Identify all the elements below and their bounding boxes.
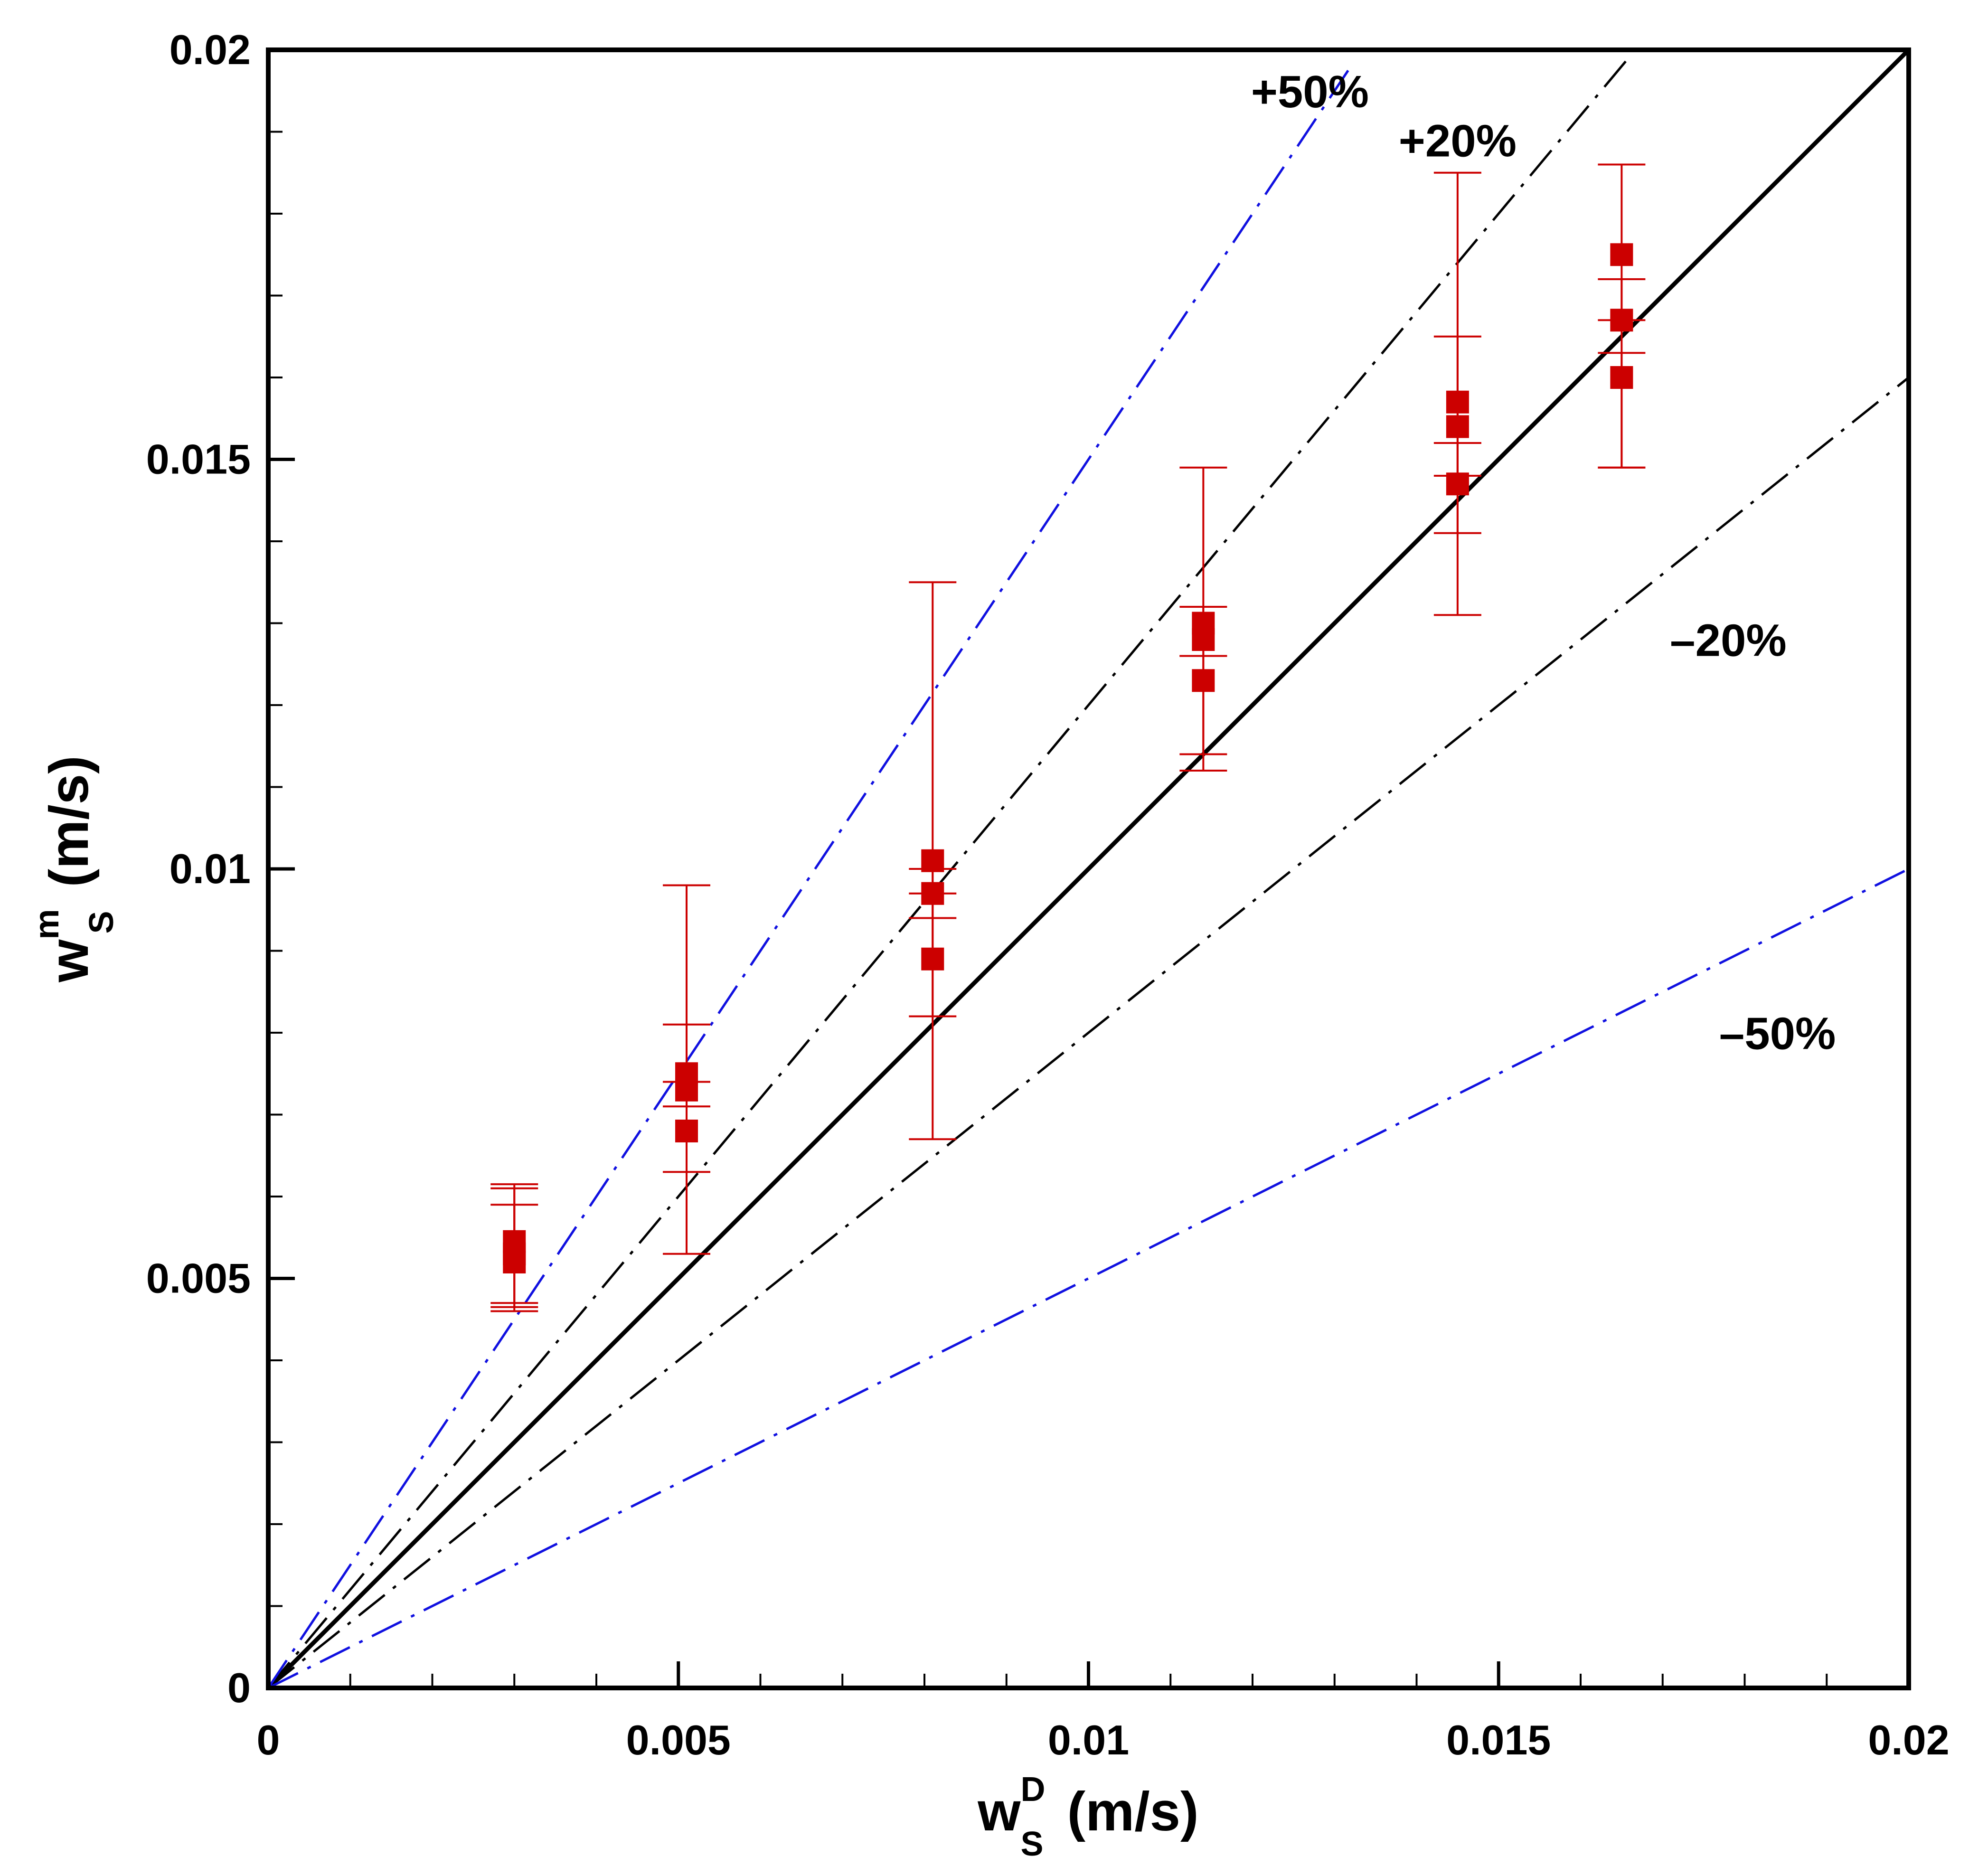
y-axis-title-sup: m <box>28 909 66 939</box>
y-axis-title: wm S (m/s) <box>28 755 121 982</box>
plot-area <box>268 50 1909 1688</box>
reference-line-1-to-1 <box>268 50 1909 1688</box>
axis-ticks <box>266 48 1911 1690</box>
x-tick-label: 0.015 <box>1446 1716 1551 1763</box>
data-point <box>1446 472 1469 496</box>
x-axis-title-sub: S <box>1021 1825 1044 1863</box>
reference-line-minus50% <box>268 867 1909 1688</box>
data-point <box>1610 243 1633 266</box>
band-label: –20% <box>1670 615 1787 666</box>
y-tick-label: 0 <box>227 1664 251 1711</box>
x-axis-title-sup: D <box>1021 1771 1046 1809</box>
data-point <box>675 1120 698 1142</box>
band-labels: +50% +20% –20% –50% <box>1251 66 1836 1059</box>
band-label: +20% <box>1399 115 1517 166</box>
y-axis-title-units: (m/s) <box>38 755 100 887</box>
band-label: +50% <box>1251 66 1369 117</box>
tick-labels: 0 0.005 0.01 0.015 0.02 0 0.005 0.01 0.015 0.02 <box>146 26 1950 1763</box>
x-tick-label: 0.005 <box>626 1716 731 1763</box>
data-point <box>1446 415 1469 438</box>
data-point <box>921 849 944 872</box>
x-tick-label: 0.01 <box>1048 1716 1129 1763</box>
y-tick-label: 0.005 <box>146 1255 251 1302</box>
x-tick-label: 0.02 <box>1868 1716 1949 1763</box>
data-point <box>921 882 944 905</box>
band-label: –50% <box>1719 1008 1836 1059</box>
reference-line-minus20% <box>268 377 1909 1688</box>
data-point <box>921 947 944 971</box>
data-point <box>1192 628 1215 651</box>
x-axis-title-base: w <box>977 1781 1021 1842</box>
y-axis-title-sub: S <box>83 911 121 933</box>
data-point <box>1610 309 1633 332</box>
data-point <box>503 1251 526 1273</box>
data-point <box>1610 366 1633 389</box>
y-tick-label: 0.015 <box>146 436 251 483</box>
x-tick-label: 0 <box>257 1716 280 1763</box>
data-point <box>1446 390 1469 414</box>
data-point <box>675 1078 698 1102</box>
y-axis-title-base: w <box>38 939 100 983</box>
x-axis-title: wD S (m/s) <box>977 1771 1198 1863</box>
y-tick-label: 0.01 <box>170 845 251 892</box>
x-axis-title-units: (m/s) <box>1067 1781 1199 1842</box>
data-point <box>1192 669 1215 692</box>
y-tick-label: 0.02 <box>170 26 251 73</box>
reference-line-plus20% <box>268 56 1631 1688</box>
reference-line-plus50% <box>268 66 1352 1688</box>
